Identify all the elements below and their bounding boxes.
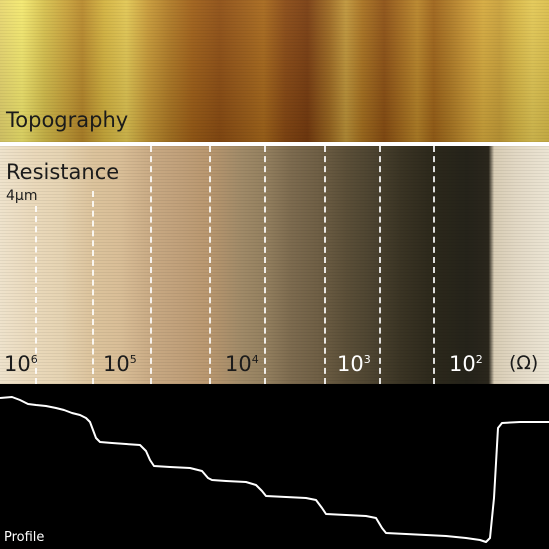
panel-divider <box>0 384 549 388</box>
resistance-tick-label: 106 <box>4 352 38 376</box>
resistance-tick-label: 105 <box>103 352 137 376</box>
resistance-tick-label: 102 <box>449 352 483 376</box>
resistance-tick-label: 104 <box>225 352 259 376</box>
dashed-boundary <box>150 146 152 384</box>
profile-label: Profile <box>4 530 45 545</box>
resistance-tick-label: 103 <box>337 352 371 376</box>
resistance-image: Resistance 4µm 106 105 104 103 102 (Ω) <box>0 146 549 384</box>
unit-label: (Ω) <box>509 352 539 374</box>
topography-label: Topography <box>6 108 129 132</box>
topography-image: Topography <box>0 0 549 142</box>
dashed-boundary <box>92 191 94 384</box>
resistance-label: Resistance <box>6 160 120 184</box>
dashed-boundary <box>379 146 381 384</box>
dashed-boundary <box>35 206 37 384</box>
profile-line <box>0 396 549 543</box>
dashed-boundary <box>209 146 211 384</box>
scale-label: 4µm <box>6 188 38 204</box>
dashed-boundary <box>324 146 326 384</box>
profile-plot: Profile <box>0 388 549 549</box>
profile-svg <box>0 396 549 543</box>
dashed-boundary <box>264 146 266 384</box>
panel-divider <box>0 142 549 146</box>
dashed-boundary <box>433 146 435 384</box>
